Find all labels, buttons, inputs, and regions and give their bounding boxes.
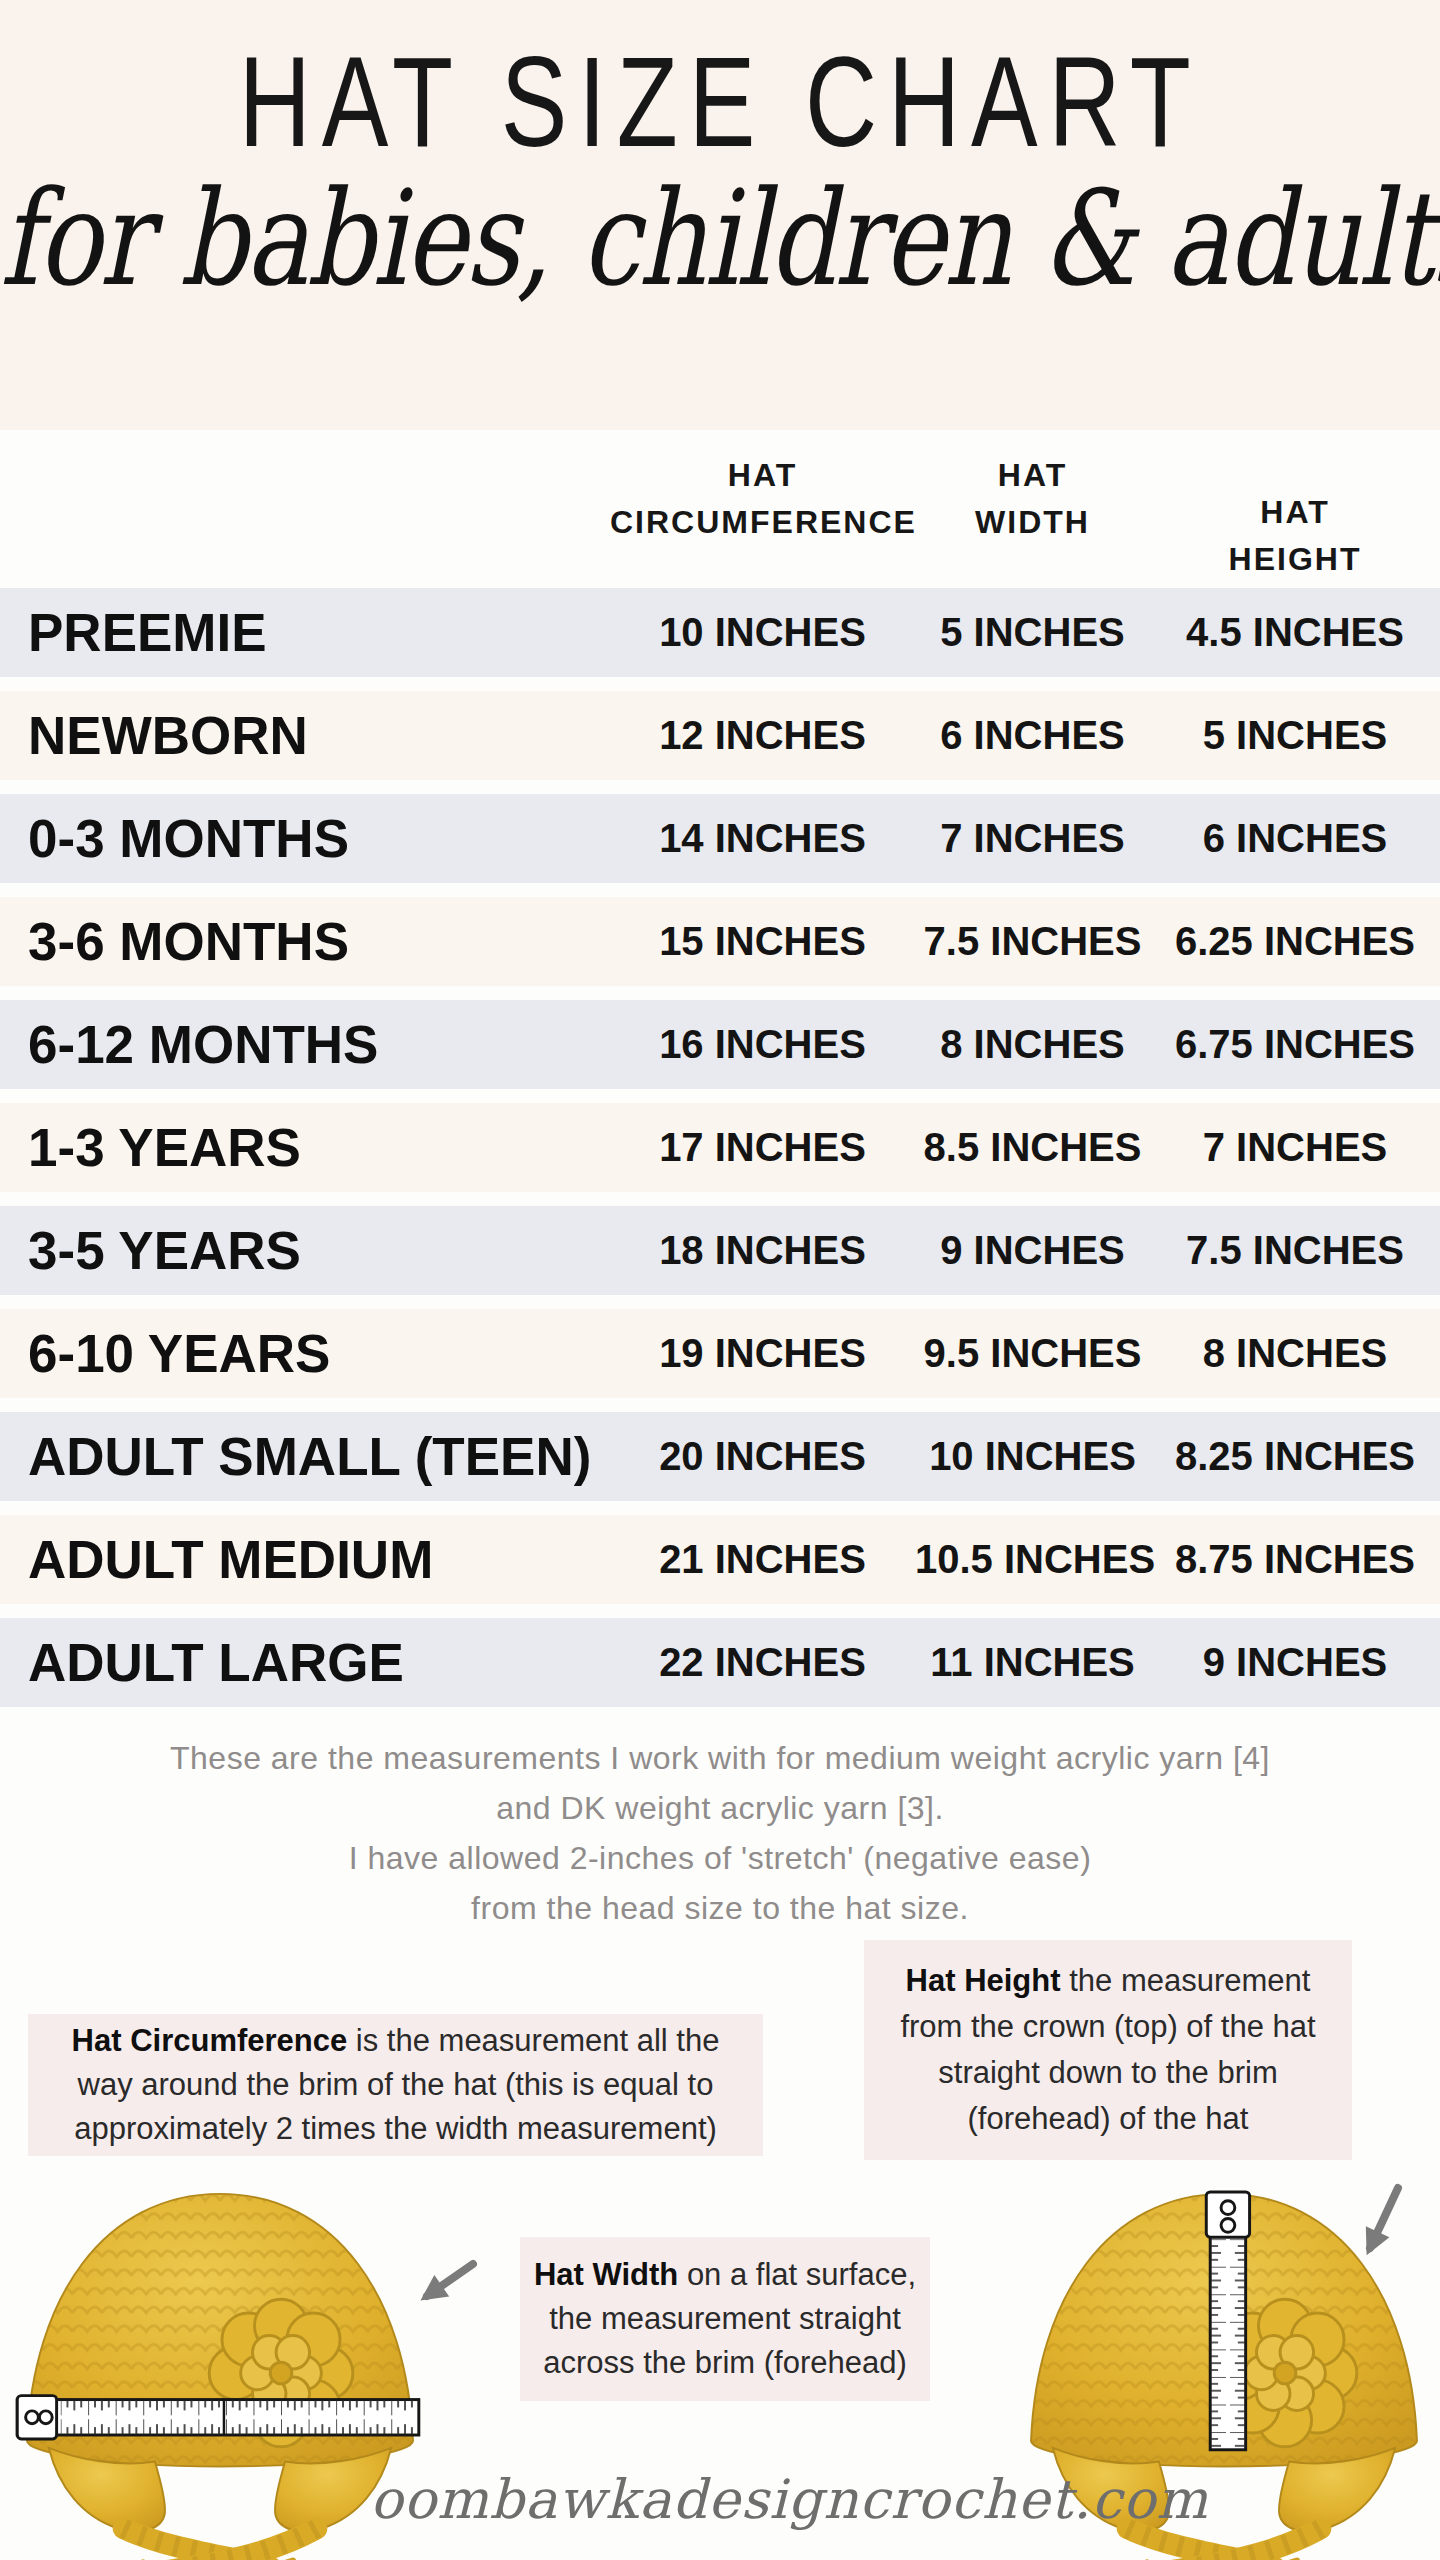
table-row: 3-5 YEARS 18 INCHES 9 INCHES 7.5 INCHES [0, 1206, 1440, 1295]
definition-term: Hat Height [906, 1963, 1061, 1998]
arrow-pointing-to-right-hat-icon [1348, 2180, 1412, 2279]
row-width-value: 10 INCHES [915, 1434, 1150, 1479]
table-row: 0-3 MONTHS 14 INCHES 7 INCHES 6 INCHES [0, 794, 1440, 883]
arrow-pointing-to-left-hat-icon [403, 2256, 483, 2320]
measuring-tape-vertical-icon [1206, 2192, 1249, 2450]
row-circumference-value: 20 INCHES [610, 1434, 915, 1479]
row-height-value: 6.25 INCHES [1150, 919, 1440, 964]
row-label: 3-6 MONTHS [0, 911, 610, 972]
hat-circumference-definition: Hat Circumference is the measurement all… [28, 2014, 763, 2156]
measuring-tape-horizontal-icon [17, 2396, 419, 2439]
row-circumference-value: 19 INCHES [610, 1331, 915, 1376]
table-row: 1-3 YEARS 17 INCHES 8.5 INCHES 7 INCHES [0, 1103, 1440, 1192]
title-area: HAT SIZE CHART for babies, children & ad… [0, 0, 1440, 430]
row-height-value: 5 INCHES [1150, 713, 1440, 758]
row-width-value: 9 INCHES [915, 1228, 1150, 1273]
row-label: ADULT SMALL (TEEN) [0, 1426, 610, 1487]
note-line: and DK weight acrylic yarn [3]. [0, 1783, 1440, 1833]
definition-term: Hat Circumference [72, 2023, 348, 2058]
page-title: HAT SIZE CHART [0, 28, 1440, 175]
row-height-value: 7.5 INCHES [1150, 1228, 1440, 1273]
note-line: I have allowed 2-inches of 'stretch' (ne… [0, 1833, 1440, 1883]
row-circumference-value: 12 INCHES [610, 713, 915, 758]
row-width-value: 7.5 INCHES [915, 919, 1150, 964]
row-height-value: 8 INCHES [1150, 1331, 1440, 1376]
table-row: PREEMIE 10 INCHES 5 INCHES 4.5 INCHES [0, 588, 1440, 677]
row-height-value: 6.75 INCHES [1150, 1022, 1440, 1067]
row-label: 1-3 YEARS [0, 1117, 610, 1178]
row-circumference-value: 15 INCHES [610, 919, 915, 964]
row-circumference-value: 18 INCHES [610, 1228, 915, 1273]
row-width-value: 5 INCHES [915, 610, 1150, 655]
note-line: from the head size to the hat size. [0, 1883, 1440, 1933]
row-width-value: 11 INCHES [915, 1640, 1150, 1685]
yarn-notes: These are the measurements I work with f… [0, 1733, 1440, 1933]
page-subtitle: for babies, children & adults [0, 162, 1440, 315]
definition-term: Hat Width [534, 2257, 678, 2292]
row-label: 6-12 MONTHS [0, 1014, 610, 1075]
row-width-value: 10.5 INCHES [915, 1537, 1150, 1582]
row-height-value: 9 INCHES [1150, 1640, 1440, 1685]
row-height-value: 7 INCHES [1150, 1125, 1440, 1170]
table-row: 3-6 MONTHS 15 INCHES 7.5 INCHES 6.25 INC… [0, 897, 1440, 986]
row-width-value: 6 INCHES [915, 713, 1150, 758]
row-circumference-value: 22 INCHES [610, 1640, 915, 1685]
table-row: ADULT LARGE 22 INCHES 11 INCHES 9 INCHES [0, 1618, 1440, 1707]
row-label: 0-3 MONTHS [0, 808, 610, 869]
crochet-hat-photo-left [8, 2186, 432, 2560]
row-circumference-value: 14 INCHES [610, 816, 915, 861]
row-width-value: 7 INCHES [915, 816, 1150, 861]
website-url: oombawkadesigncrochet.com [370, 2468, 1090, 2531]
row-label: 3-5 YEARS [0, 1220, 610, 1281]
row-label: ADULT MEDIUM [0, 1529, 610, 1590]
row-label: NEWBORN [0, 705, 610, 766]
row-height-value: 8.25 INCHES [1150, 1434, 1440, 1479]
row-label: PREEMIE [0, 602, 610, 663]
table-row: ADULT MEDIUM 21 INCHES 10.5 INCHES 8.75 … [0, 1515, 1440, 1604]
row-circumference-value: 16 INCHES [610, 1022, 915, 1067]
note-line: These are the measurements I work with f… [0, 1733, 1440, 1783]
table-row: ADULT SMALL (TEEN) 20 INCHES 10 INCHES 8… [0, 1412, 1440, 1501]
table-row: 6-12 MONTHS 16 INCHES 8 INCHES 6.75 INCH… [0, 1000, 1440, 1089]
hat-width-definition: Hat Width on a flat surface, the measure… [520, 2237, 930, 2401]
row-width-value: 9.5 INCHES [915, 1331, 1150, 1376]
hat-height-definition: Hat Height the measurement from the crow… [864, 1940, 1352, 2160]
row-height-value: 8.75 INCHES [1150, 1537, 1440, 1582]
table-row: 6-10 YEARS 19 INCHES 9.5 INCHES 8 INCHES [0, 1309, 1440, 1398]
size-table: PREEMIE 10 INCHES 5 INCHES 4.5 INCHES NE… [0, 588, 1440, 1721]
row-circumference-value: 21 INCHES [610, 1537, 915, 1582]
row-height-value: 6 INCHES [1150, 816, 1440, 861]
hat-size-chart-infographic: HAT SIZE CHART for babies, children & ad… [0, 0, 1440, 2560]
table-row: NEWBORN 12 INCHES 6 INCHES 5 INCHES [0, 691, 1440, 780]
row-height-value: 4.5 INCHES [1150, 610, 1440, 655]
row-label: ADULT LARGE [0, 1632, 610, 1693]
row-width-value: 8.5 INCHES [915, 1125, 1150, 1170]
row-width-value: 8 INCHES [915, 1022, 1150, 1067]
row-circumference-value: 10 INCHES [610, 610, 915, 655]
yellow-crochet-hat-icon [8, 2186, 432, 2560]
row-label: 6-10 YEARS [0, 1323, 610, 1384]
row-circumference-value: 17 INCHES [610, 1125, 915, 1170]
